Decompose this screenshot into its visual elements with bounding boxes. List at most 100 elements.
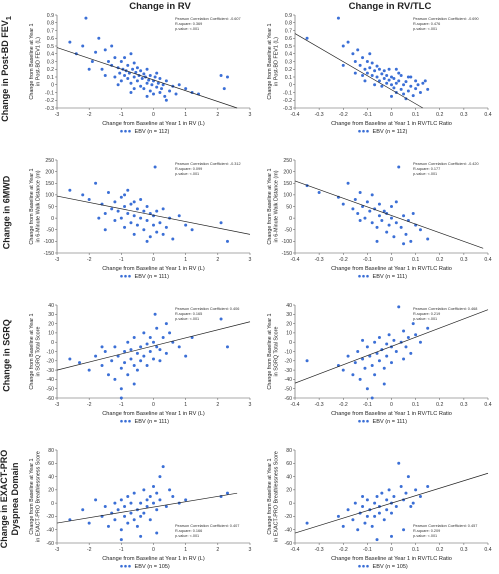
legend-marker bbox=[128, 564, 131, 568]
data-point bbox=[365, 345, 369, 349]
data-point bbox=[68, 40, 72, 44]
data-point bbox=[377, 202, 381, 206]
x-tick-label: 2 bbox=[216, 547, 219, 553]
x-tick-label: -2 bbox=[87, 257, 92, 263]
y-tick-label: -20 bbox=[285, 514, 293, 520]
data-point bbox=[119, 528, 123, 532]
x-tick-label: -2 bbox=[87, 402, 92, 408]
x-tick-label: -0.3 bbox=[315, 402, 324, 408]
data-point bbox=[222, 87, 226, 91]
x-tick-label: 2 bbox=[216, 402, 219, 408]
data-point bbox=[394, 350, 398, 353]
data-point bbox=[113, 377, 117, 381]
legend-marker bbox=[124, 129, 127, 133]
data-point bbox=[390, 94, 393, 98]
data-point bbox=[382, 518, 386, 522]
data-point bbox=[103, 504, 107, 508]
data-point bbox=[225, 345, 229, 349]
data-point bbox=[150, 83, 154, 87]
x-tick-label: 0 bbox=[152, 112, 155, 118]
x-tick-label: 0.4 bbox=[484, 257, 491, 263]
data-point bbox=[394, 81, 398, 85]
data-point bbox=[116, 508, 120, 512]
data-point bbox=[402, 83, 406, 87]
data-point bbox=[219, 73, 223, 77]
legend-label: EBV (n = 105) bbox=[135, 564, 170, 570]
data-point bbox=[97, 36, 101, 40]
y-tick-label: 30 bbox=[286, 312, 292, 318]
y-tick-label: 0.1 bbox=[285, 75, 292, 81]
x-tick-label: -1 bbox=[119, 257, 124, 263]
data-point bbox=[68, 357, 72, 361]
data-point bbox=[375, 239, 379, 243]
data-point bbox=[81, 44, 85, 48]
data-point bbox=[135, 351, 139, 355]
data-point bbox=[103, 211, 107, 215]
y-tick-label: 80 bbox=[48, 448, 54, 454]
data-point bbox=[161, 207, 165, 211]
data-point bbox=[94, 354, 98, 358]
x-axis-label: Change from Baseline at Year 1 in RV (L) bbox=[102, 556, 205, 562]
y-tick-label: 0 bbox=[51, 216, 54, 222]
y-tick-label: 0.6 bbox=[47, 36, 54, 42]
data-point bbox=[390, 83, 393, 87]
data-point bbox=[177, 214, 181, 218]
data-point bbox=[353, 361, 357, 365]
data-point bbox=[375, 351, 379, 355]
data-point bbox=[131, 67, 135, 71]
legend-marker bbox=[366, 274, 369, 278]
y-tick-label: 10 bbox=[286, 331, 292, 337]
data-point bbox=[382, 77, 386, 81]
data-point bbox=[155, 71, 159, 75]
data-point bbox=[373, 83, 377, 87]
data-point bbox=[397, 165, 401, 169]
data-point bbox=[409, 75, 413, 79]
data-point bbox=[126, 77, 130, 81]
data-point bbox=[100, 363, 104, 367]
data-point bbox=[110, 359, 114, 363]
data-point bbox=[390, 216, 393, 220]
y-axis-label: Change from Baseline at Year 1in Post-BD… bbox=[267, 23, 280, 99]
y-tick-label: -40 bbox=[47, 377, 55, 383]
legend-label: EBV (n = 111) bbox=[373, 274, 408, 280]
y-tick-label: -50 bbox=[47, 387, 55, 393]
data-point bbox=[139, 345, 143, 349]
data-point bbox=[161, 232, 165, 236]
data-point bbox=[411, 94, 415, 98]
y-tick-label: 0.2 bbox=[47, 67, 54, 73]
data-point bbox=[171, 237, 175, 241]
data-point bbox=[155, 345, 159, 349]
data-point bbox=[390, 361, 393, 365]
x-axis-label: Change from Baseline at Year 1 in RV/TLC… bbox=[331, 411, 452, 417]
data-point bbox=[353, 71, 357, 75]
data-point bbox=[119, 387, 123, 391]
data-point bbox=[119, 498, 123, 502]
data-point bbox=[418, 495, 422, 498]
x-tick-label: -0.3 bbox=[315, 257, 324, 263]
regression-line bbox=[56, 47, 238, 109]
data-point bbox=[135, 66, 139, 70]
y-tick-label: -150 bbox=[282, 251, 292, 257]
y-tick-label: -20 bbox=[47, 359, 55, 365]
x-tick-label: 0.4 bbox=[484, 402, 491, 408]
legend-label: EBV (n = 105) bbox=[373, 564, 408, 570]
data-point bbox=[409, 239, 413, 243]
data-point bbox=[363, 366, 367, 370]
data-point bbox=[123, 504, 127, 508]
data-point bbox=[341, 44, 345, 48]
stats-annotation: Pearson Correlation Coefficient: 0.407 bbox=[175, 524, 239, 528]
x-tick-label: -1 bbox=[119, 402, 124, 408]
x-tick-label: 2 bbox=[216, 112, 219, 118]
x-axis-label: Change from Baseline at Year 1 in RV/TLC… bbox=[331, 556, 452, 562]
y-tick-label: 0.5 bbox=[47, 44, 54, 50]
y-tick-label: -10 bbox=[47, 349, 55, 355]
x-tick-label: -1 bbox=[119, 547, 124, 553]
data-point bbox=[399, 73, 403, 77]
data-point bbox=[145, 504, 149, 508]
data-point bbox=[305, 36, 309, 40]
data-point bbox=[219, 317, 223, 321]
y-tick-label: -50 bbox=[285, 228, 293, 234]
data-point bbox=[375, 225, 379, 229]
data-point bbox=[409, 84, 413, 88]
data-point bbox=[382, 209, 386, 213]
